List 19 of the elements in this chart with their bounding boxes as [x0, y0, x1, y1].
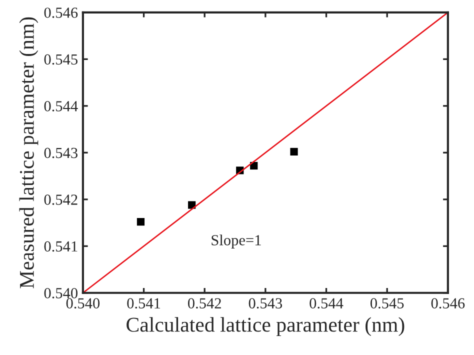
- y-tick-label: 0.541: [44, 241, 78, 252]
- y-tick-label: 0.544: [44, 101, 78, 112]
- annotation: Slope=1: [212, 234, 261, 248]
- x-tick-label: 0.542: [188, 298, 221, 309]
- x-tick-label: 0.543: [248, 298, 282, 309]
- y-tick-label: 0.542: [44, 194, 78, 205]
- y-tick-label: 0.545: [44, 54, 78, 65]
- y-axis-title: Measured lattice parameter (nm): [19, 17, 38, 288]
- x-axis-title: Calculated lattice parameter (nm): [126, 317, 404, 336]
- x-tick-label: 0.540: [66, 298, 100, 309]
- y-tick-label: 0.540: [44, 288, 78, 298]
- x-tick-label: 0.541: [127, 298, 160, 309]
- x-tick-label: 0.545: [370, 298, 404, 309]
- x-tick-label: 0.544: [310, 298, 344, 309]
- y-tick-label: 0.543: [44, 148, 78, 158]
- x-tick-label: 0.546: [431, 298, 465, 309]
- point: [136, 218, 145, 226]
- y-tick-label: 0.546: [44, 8, 78, 18]
- point: [290, 148, 298, 156]
